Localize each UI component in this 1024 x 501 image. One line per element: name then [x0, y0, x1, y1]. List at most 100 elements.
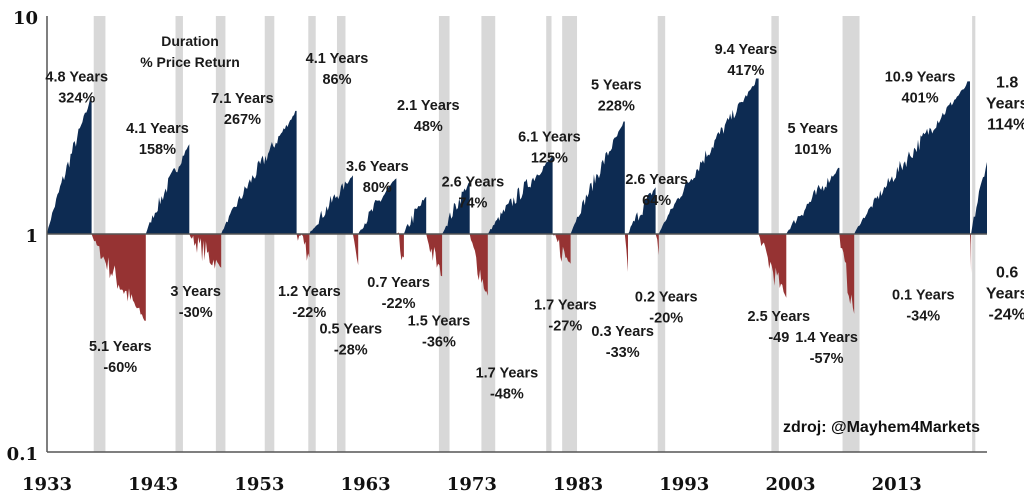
- bear-market-area: [189, 234, 222, 269]
- annotation-line: 1.4 Years: [795, 330, 858, 346]
- cycle-annotation: 2.1 Years 48%: [397, 98, 460, 135]
- x-tick-label: 1983: [553, 474, 603, 495]
- cycle-annotation: 2.6 Years 64%: [625, 172, 688, 209]
- cycle-annotation: 9.4 Years 417%: [715, 42, 778, 79]
- bear-market-area: [552, 234, 571, 264]
- annotation-line: -60%: [103, 360, 137, 376]
- x-tick-label: 1933: [22, 474, 72, 495]
- bull-market-area: [487, 157, 553, 234]
- bear-market-area: [758, 234, 787, 298]
- bull-market-area: [658, 78, 759, 234]
- annotation-line: 0.2 Years: [635, 290, 698, 306]
- bull-market-area: [221, 110, 297, 234]
- x-tick-label: 1963: [341, 474, 391, 495]
- x-tick-label: 2013: [872, 474, 922, 495]
- annotation-line: 125%: [531, 151, 568, 167]
- annotation-line: 4.1 Years: [126, 121, 189, 137]
- y-tick-label: 10: [13, 8, 38, 29]
- annotation-line: 9.4 Years: [715, 42, 778, 58]
- x-tick-label: 1973: [447, 474, 497, 495]
- annotation-line: Years: [986, 95, 1024, 112]
- cycle-annotation: 2.5 Years -49: [747, 309, 810, 346]
- annotation-line: 2.6 Years: [442, 175, 505, 191]
- annotation-line: 1.7 Years: [534, 298, 597, 314]
- bear-market-area: [970, 234, 972, 274]
- bear-market-area: [426, 234, 443, 277]
- bear-market-area: [624, 234, 628, 272]
- annotation-line: 1.5 Years: [408, 314, 471, 330]
- annotation-line: 0.1 Years: [892, 288, 955, 304]
- annotation-line: -24%: [989, 307, 1024, 324]
- annotation-line: 86%: [322, 72, 351, 88]
- bear-market-area: [296, 234, 310, 261]
- annotation-line: 80%: [363, 180, 392, 196]
- annotation-line: -49: [768, 330, 789, 346]
- annotation-line: 48%: [414, 119, 443, 135]
- annotation-line: 5 Years: [788, 121, 839, 137]
- legend-title-line1: Duration: [161, 33, 219, 49]
- annotation-line: 2.6 Years: [625, 172, 688, 188]
- annotation-line: 5 Years: [591, 78, 642, 94]
- annotation-line: -34%: [906, 309, 940, 325]
- bull-market-area: [309, 175, 353, 234]
- annotation-line: 228%: [598, 99, 635, 115]
- cycle-annotation: 5 Years 228%: [591, 78, 642, 115]
- annotation-line: 7.1 Years: [211, 91, 274, 107]
- annotation-line: 4.8 Years: [45, 70, 108, 86]
- cycle-annotation: 6.1 Years 125%: [518, 130, 581, 167]
- bear-market-area: [839, 234, 855, 314]
- annotation-line: 74%: [458, 196, 487, 212]
- cycle-annotation: 1.2 Years -22%: [278, 284, 341, 321]
- bear-market-area: [91, 234, 146, 321]
- annotation-line: 114%: [987, 116, 1024, 133]
- annotation-line: -36%: [422, 335, 456, 351]
- annotation-line: -22%: [292, 305, 326, 321]
- bull-market-area: [47, 97, 92, 234]
- cycle-annotation: 1.7 Years -48%: [476, 365, 539, 402]
- bull-market-area: [358, 178, 397, 234]
- source-credit: zdroj: @Mayhem4Markets: [783, 419, 980, 436]
- tick-labels: 10 1 0.1 1933 1943 1953 1963 1973 1983 1993 2003 20…: [7, 8, 922, 495]
- annotation-line: 6.1 Years: [518, 130, 581, 146]
- legend-title-line2: % Price Return: [140, 54, 240, 70]
- annotation-line: 3 Years: [170, 284, 221, 300]
- annotation-line: 158%: [139, 142, 176, 158]
- bull-market-area: [854, 81, 970, 235]
- bull-market-area: [145, 144, 190, 234]
- cycle-annotation: 0.1 Years -34%: [892, 288, 955, 325]
- bull-market-area: [971, 162, 987, 234]
- annotation-line: 101%: [794, 142, 831, 158]
- annotation-line: 0.6: [996, 265, 1018, 282]
- cycle-annotation: 5 Years 101%: [788, 121, 839, 158]
- cycle-annotation: 10.9 Years 401%: [885, 70, 956, 107]
- y-tick-label: 1: [25, 226, 38, 247]
- bull-market-area: [570, 121, 625, 234]
- annotation-line: 64%: [642, 193, 671, 209]
- bull-market-area: [442, 181, 470, 234]
- cycle-annotation: 0.7 Years -22%: [367, 275, 430, 312]
- cycle-annotation: 7.1 Years 267%: [211, 91, 274, 128]
- bull-market-area: [628, 187, 656, 234]
- annotation-line: 1.8: [996, 74, 1018, 91]
- annotation-line: 267%: [224, 112, 261, 128]
- cycle-annotation: 4.8 Years 324%: [45, 70, 108, 107]
- annotation-line: -48%: [490, 386, 524, 402]
- bull-market-area: [786, 167, 840, 234]
- cycle-areas: [47, 78, 987, 321]
- cycle-annotation: 4.1 Years 86%: [306, 51, 369, 88]
- annotation-line: -33%: [606, 345, 640, 361]
- cycle-annotation: 3.6 Years 80%: [346, 159, 409, 196]
- annotation-line: 417%: [727, 63, 764, 79]
- bear-market-area: [396, 232, 404, 261]
- cycle-annotation: 3 Years -30%: [170, 284, 221, 321]
- bear-market-area: [469, 234, 488, 296]
- x-tick-label: 1993: [659, 474, 709, 495]
- x-tick-label: 1943: [128, 474, 178, 495]
- annotation-line: 2.1 Years: [397, 98, 460, 114]
- cycle-annotation: 1.5 Years -36%: [408, 314, 471, 351]
- cycle-annotation: 2.6 Years 74%: [442, 175, 505, 212]
- annotation-line: 1.2 Years: [278, 284, 341, 300]
- bull-market-area: [403, 196, 427, 234]
- cycle-annotation: 0.6 Years -24%: [986, 265, 1024, 324]
- annotation-line: -57%: [810, 351, 844, 367]
